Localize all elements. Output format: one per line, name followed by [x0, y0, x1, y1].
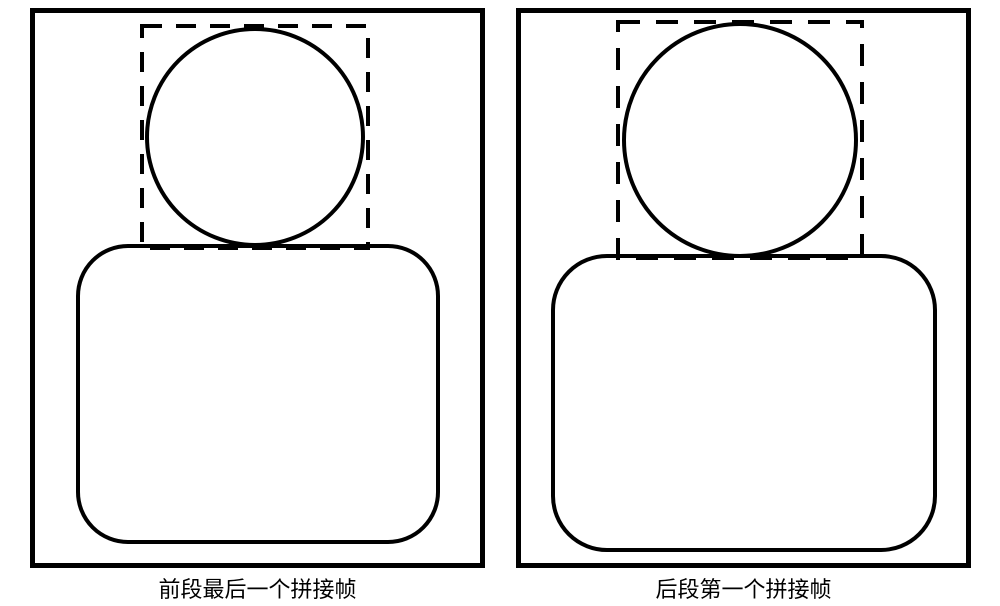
caption-right: 后段第一个拼接帧 [516, 572, 971, 604]
caption-left: 前段最后一个拼接帧 [30, 572, 485, 604]
dashed-box-right [616, 20, 864, 260]
body-shape-left [76, 244, 440, 544]
diagram-stage: 前段最后一个拼接帧 后段第一个拼接帧 [0, 0, 1000, 606]
body-shape-right [551, 254, 937, 552]
dashed-box-left [140, 24, 370, 250]
